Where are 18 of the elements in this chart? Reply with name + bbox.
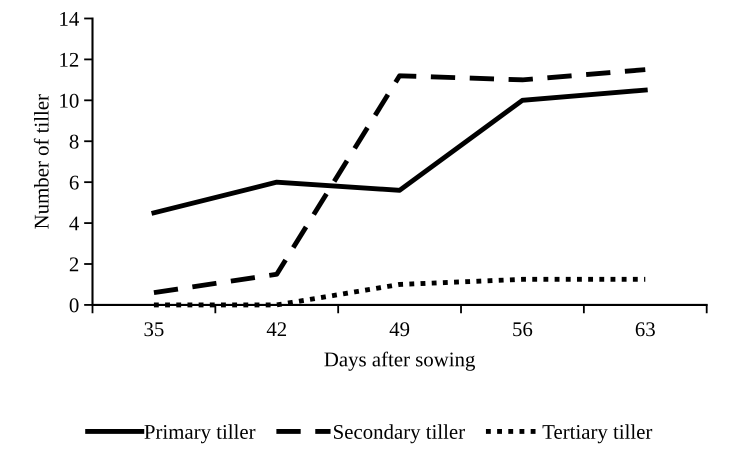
x-tick-label: 35 [144,322,164,336]
x-tick-label: 42 [266,322,286,336]
y-tick-label: 6 [70,176,79,190]
y-tick-label: 8 [70,134,79,149]
legend-label: Primary tiller [144,424,256,444]
y-tick-label: 10 [60,94,79,108]
x-tick-label: 49 [390,322,410,336]
y-tick-label: 2 [70,257,78,272]
x-tick-label: 63 [636,322,655,336]
x-axis-title: Days after sowing [324,352,475,371]
legend-label: Secondary tiller [334,424,465,444]
y-tick-label: 0 [70,298,79,312]
x-tick-label: 56 [513,322,532,336]
legend-label: Tertiary tiller [542,424,652,444]
y-tick-label: 14 [60,12,79,26]
y-axis-title: Number of tiller [34,94,49,229]
y-tick-label: 4 [69,216,79,230]
y-tick-label: 12 [60,52,78,67]
